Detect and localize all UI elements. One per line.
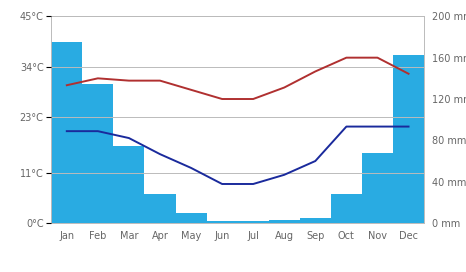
Low	[126, 137, 132, 140]
Bar	[362, 153, 393, 223]
High	[375, 56, 380, 59]
Low	[313, 159, 318, 163]
Bar	[144, 194, 176, 223]
Low	[157, 153, 163, 156]
High	[219, 97, 225, 101]
High	[406, 72, 411, 75]
High	[188, 88, 194, 91]
Bar	[51, 42, 82, 223]
Line: High: High	[67, 58, 409, 99]
Bar	[238, 221, 269, 223]
High	[343, 56, 349, 59]
High	[157, 79, 163, 82]
Low	[406, 125, 411, 128]
High	[95, 77, 101, 80]
Line: Low: Low	[67, 126, 409, 184]
High	[64, 84, 69, 87]
High	[313, 70, 318, 73]
Bar	[176, 213, 206, 223]
Low	[188, 166, 194, 169]
Bar	[300, 218, 331, 223]
High	[126, 79, 132, 82]
Low	[281, 173, 287, 177]
Bar	[206, 221, 238, 223]
Low	[250, 182, 256, 186]
Low	[375, 125, 380, 128]
Low	[64, 129, 69, 133]
High	[250, 97, 256, 101]
Bar	[269, 220, 300, 223]
Bar	[113, 146, 144, 223]
Low	[219, 182, 225, 186]
Low	[95, 129, 101, 133]
Bar	[393, 55, 424, 223]
Bar	[82, 84, 113, 223]
Low	[343, 125, 349, 128]
High	[281, 86, 287, 89]
Bar	[331, 194, 362, 223]
